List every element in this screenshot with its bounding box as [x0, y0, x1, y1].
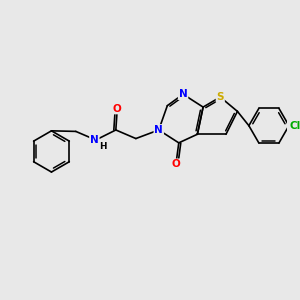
Text: O: O — [113, 103, 122, 113]
Text: O: O — [172, 159, 180, 169]
Text: N: N — [154, 125, 163, 135]
Text: N: N — [90, 135, 99, 145]
Text: H: H — [99, 142, 107, 151]
Text: S: S — [217, 92, 224, 102]
Text: N: N — [179, 89, 188, 99]
Text: Cl: Cl — [290, 121, 300, 131]
